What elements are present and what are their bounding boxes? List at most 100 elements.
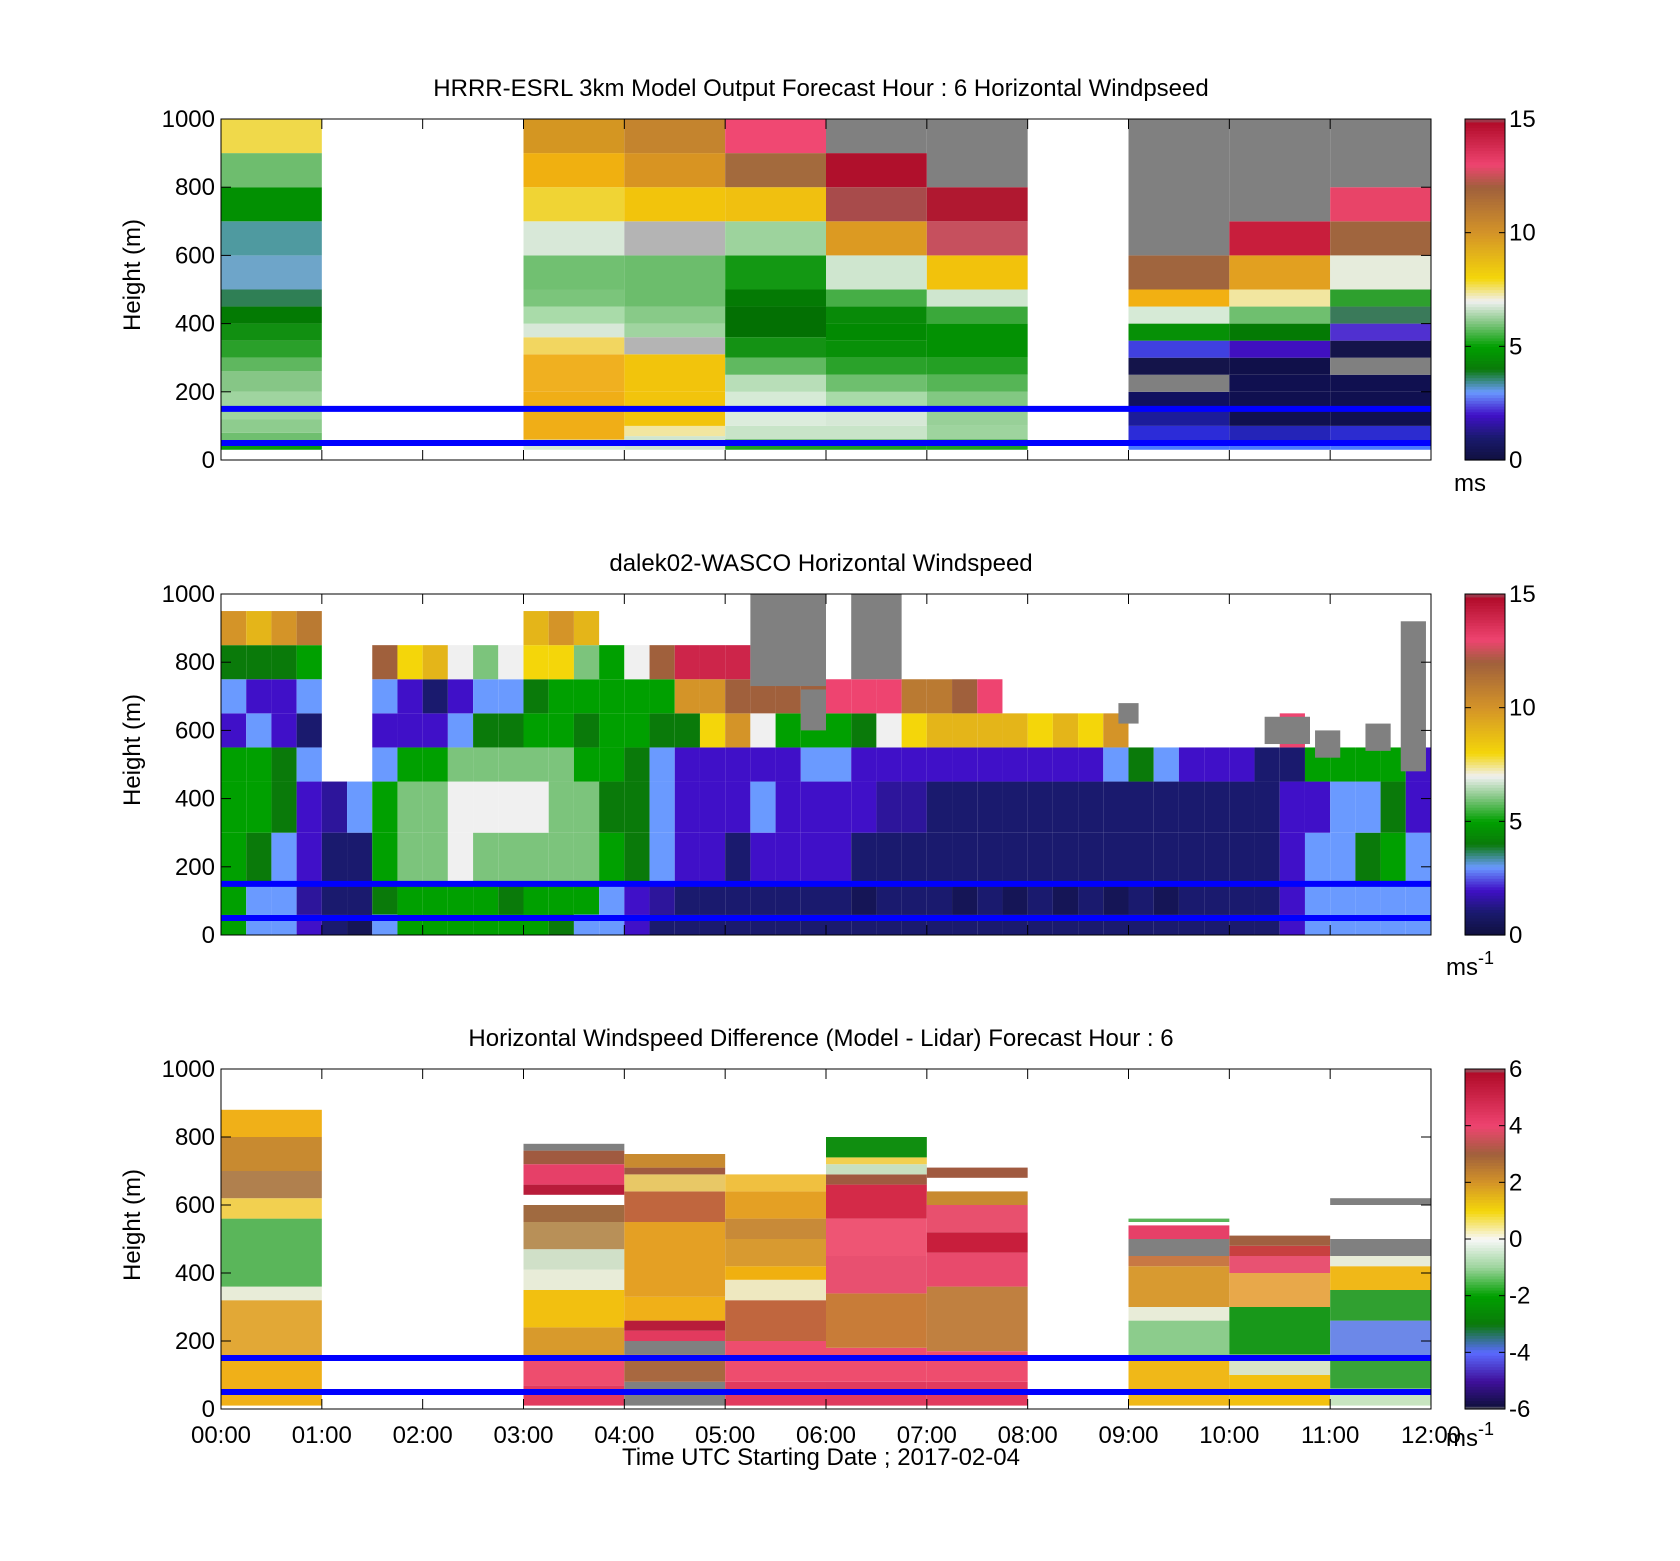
colorbar-segment	[1465, 241, 1505, 245]
heatmap-cell	[876, 747, 902, 782]
y-tick-label: 600	[175, 717, 215, 744]
colorbar-segment	[1465, 812, 1505, 817]
colorbar-segment	[1465, 900, 1505, 905]
colorbar-segment	[1465, 932, 1505, 936]
colorbar-segment	[1465, 198, 1505, 203]
heatmap-cell	[296, 611, 322, 646]
difference-panel: Horizontal Windspeed Difference (Model -…	[119, 1025, 1530, 1452]
colorbar-segment	[1465, 832, 1505, 837]
colorbar-segment	[1465, 605, 1505, 609]
heatmap-cell	[624, 1174, 726, 1192]
heatmap-cell	[523, 1150, 625, 1165]
heatmap-cell	[221, 340, 322, 358]
heatmap-cell	[447, 645, 474, 680]
heatmap-cell	[221, 832, 247, 884]
heatmap-cell	[397, 781, 423, 833]
heatmap-cell	[296, 645, 322, 680]
colorbar-segment	[1465, 167, 1505, 171]
colorbar-segment	[1465, 858, 1505, 862]
heatmap-cell	[674, 832, 700, 884]
colorbar-segment	[1465, 753, 1505, 757]
heatmap-cell	[1229, 883, 1255, 915]
heatmap-cell	[1229, 1245, 1331, 1256]
heatmap-cell	[1128, 1320, 1230, 1358]
heatmap-cell	[447, 713, 474, 748]
heatmap-cell	[926, 1191, 1028, 1205]
heatmap-cell	[548, 832, 574, 884]
colorbar-segment	[1465, 275, 1505, 279]
heatmap-cell	[851, 781, 877, 833]
colorbar-segment	[1465, 594, 1505, 598]
heatmap-cell	[725, 1218, 826, 1239]
colorbar-segment	[1465, 1267, 1505, 1271]
heatmap-cell	[221, 1286, 322, 1301]
colorbar-segment	[1465, 309, 1505, 313]
colorbar-segment	[1465, 394, 1505, 399]
colorbar-segment	[1465, 608, 1505, 612]
colorbar-segment	[1465, 846, 1505, 851]
y-axis-label: Height (m)	[119, 1169, 146, 1281]
colorbar-segment	[1465, 787, 1505, 791]
colorbar-segment	[1465, 326, 1505, 330]
heatmap-cell	[271, 645, 297, 680]
colorbar-segment	[1465, 346, 1505, 350]
colorbar-tick-label: 10	[1509, 220, 1536, 247]
heatmap-cell	[901, 679, 927, 714]
colorbar-segment	[1465, 687, 1505, 692]
colorbar-segment	[1465, 386, 1505, 390]
heatmap-cell	[977, 781, 1003, 833]
colorbar-segment	[1465, 411, 1505, 416]
heatmap-cell	[498, 781, 524, 833]
heatmap-cell	[372, 781, 398, 833]
y-axis-label: Height (m)	[119, 219, 146, 331]
colorbar-segment	[1465, 838, 1505, 842]
y-ticks: 0 200 400 600 800 1000	[162, 1056, 1431, 1423]
colorbar-segment	[1465, 790, 1505, 794]
colorbar-segment	[1465, 1171, 1505, 1175]
heatmap-cell	[725, 391, 826, 409]
heatmap-cell	[624, 1341, 726, 1355]
colorbar-segment	[1465, 349, 1505, 353]
colorbar-segment	[1465, 175, 1505, 180]
colorbar-segment	[1465, 1168, 1505, 1172]
colorbar-segment	[1465, 923, 1505, 928]
heatmap-cell	[523, 1269, 625, 1290]
colorbar-segment	[1465, 150, 1505, 154]
heatmap-cell	[221, 1300, 322, 1358]
colorbar-segment	[1465, 1304, 1505, 1308]
y-ticks: 0 200 400 600 800 1000	[162, 581, 1431, 949]
unit-exponent: -1	[1478, 948, 1494, 968]
colorbar-segment	[1465, 1151, 1505, 1155]
colorbar-segment	[1465, 1205, 1505, 1209]
heatmap-cell	[296, 883, 322, 915]
heatmap-cell	[221, 357, 322, 372]
colorbar-segment	[1465, 747, 1505, 751]
heatmap-cell	[1380, 883, 1406, 915]
colorbar-segment	[1465, 218, 1505, 222]
heatmap-cell	[221, 289, 322, 307]
colorbar-segment	[1465, 770, 1505, 774]
colorbar-segment	[1465, 778, 1505, 783]
colorbar-segment	[1465, 269, 1505, 274]
reference-lines	[221, 880, 1431, 921]
heatmap-cell	[1128, 323, 1230, 341]
colorbar-tick-label: -4	[1509, 1339, 1530, 1366]
heatmap-cell	[1153, 747, 1179, 782]
heatmap-cell	[1279, 747, 1305, 782]
colorbar-segment	[1465, 1190, 1505, 1195]
colorbar-segment	[1465, 883, 1505, 888]
heatmap-cell	[221, 1109, 322, 1137]
colorbar-segment	[1465, 662, 1505, 666]
colorbar-segment	[1465, 1154, 1505, 1158]
heatmap-cell	[926, 391, 1028, 409]
colorbar-segment	[1465, 665, 1505, 669]
heatmap-cell	[447, 781, 474, 833]
heatmap-cell	[674, 747, 700, 782]
heatmap-cell	[1027, 883, 1053, 915]
heatmap-cell	[1204, 781, 1230, 833]
heatmap-cell	[649, 832, 675, 884]
colorbar-segment	[1465, 849, 1505, 854]
colorbar-segment	[1465, 636, 1505, 641]
heatmap-cell	[1330, 187, 1431, 222]
colorbar-segment	[1465, 357, 1505, 362]
